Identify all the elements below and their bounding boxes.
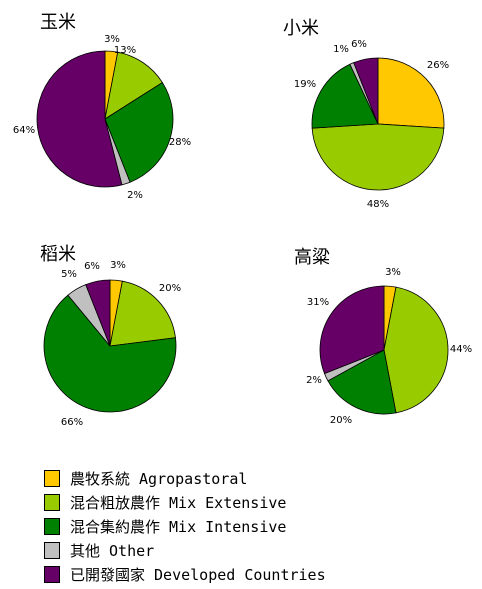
legend-item-agropastoral: 農牧系統 Agropastoral (44, 466, 464, 490)
legend-swatch-mix-intensive (44, 517, 60, 535)
pie-label-millet-developed: 6% (351, 39, 367, 50)
legend: 農牧系統 Agropastoral 混合粗放農作 Mix Extensive 混… (44, 466, 464, 586)
legend-item-mix-intensive: 混合集約農作 Mix Intensive (44, 514, 464, 538)
pie-slice-millet-developed (353, 57, 379, 125)
pie-slice-millet-mix-intensive (311, 63, 379, 129)
pie-slice-millet-agropastoral (377, 57, 445, 129)
pie-title-corn: 玉米 (40, 12, 76, 33)
pie-label-sorghum-mix-intensive: 20% (330, 415, 352, 426)
pie-label-millet-mix-extensive: 48% (367, 199, 389, 210)
pie-label-millet-other: 1% (333, 44, 349, 55)
pie-label-corn-developed: 64% (13, 125, 35, 136)
pie-slice-sorghum-mix-intensive (327, 349, 397, 415)
pie-label-corn-mix-extensive: 13% (114, 45, 136, 56)
pie-label-rice-agropastoral: 3% (110, 260, 126, 271)
pie-title-rice: 稻米 (40, 244, 76, 265)
legend-label-mix-extensive: 混合粗放農作 Mix Extensive (70, 493, 287, 512)
pie-slice-sorghum-mix-extensive (383, 286, 449, 414)
pie-label-rice-developed: 6% (84, 261, 100, 272)
pie-label-sorghum-developed: 31% (307, 297, 329, 308)
pie-title-millet: 小米 (283, 18, 319, 39)
legend-swatch-developed (44, 565, 60, 583)
legend-item-mix-extensive: 混合粗放農作 Mix Extensive (44, 490, 464, 514)
legend-label-other: 其他 Other (70, 541, 155, 560)
legend-item-developed: 已開發國家 Developed Countries (44, 562, 464, 586)
pie-label-rice-mix-intensive: 66% (61, 417, 83, 428)
legend-item-other: 其他 Other (44, 538, 464, 562)
pie-slice-corn-mix-intensive (104, 82, 174, 183)
pie-label-millet-mix-intensive: 19% (294, 79, 316, 90)
legend-swatch-mix-extensive (44, 493, 60, 511)
pie-label-sorghum-agropastoral: 3% (385, 267, 401, 278)
pie-label-sorghum-mix-extensive: 44% (450, 344, 472, 355)
legend-swatch-other (44, 541, 60, 559)
pie-label-millet-agropastoral: 26% (427, 60, 449, 71)
legend-label-mix-intensive: 混合集約農作 Mix Intensive (70, 517, 287, 536)
pie-charts-svg: 3%13%28%2%64%26%48%19%1% 6%3%20%66%5%6%3%… (13, 34, 472, 428)
pie-label-corn-agropastoral: 3% (104, 34, 120, 45)
legend-label-developed: 已開發國家 Developed Countries (70, 565, 326, 584)
pie-title-sorghum: 高粱 (294, 247, 330, 268)
pie-slice-corn-mix-extensive (104, 51, 163, 120)
legend-label-agropastoral: 農牧系統 Agropastoral (70, 469, 248, 488)
pie-label-rice-mix-extensive: 20% (159, 283, 181, 294)
pie-slice-corn-developed (36, 50, 123, 188)
pie-slice-sorghum-developed (319, 285, 385, 375)
pie-label-sorghum-other: 2% (306, 375, 322, 386)
legend-swatch-agropastoral (44, 469, 60, 487)
pie-slice-rice-developed (85, 279, 111, 347)
pie-slice-rice-mix-extensive (109, 280, 176, 347)
pie-label-corn-other: 2% (127, 190, 143, 201)
pie-label-rice-other: 5% (61, 269, 77, 280)
pie-slice-rice-mix-intensive (43, 294, 177, 413)
pie-slice-millet-mix-extensive (311, 123, 445, 191)
pie-label-corn-mix-intensive: 28% (169, 137, 191, 148)
